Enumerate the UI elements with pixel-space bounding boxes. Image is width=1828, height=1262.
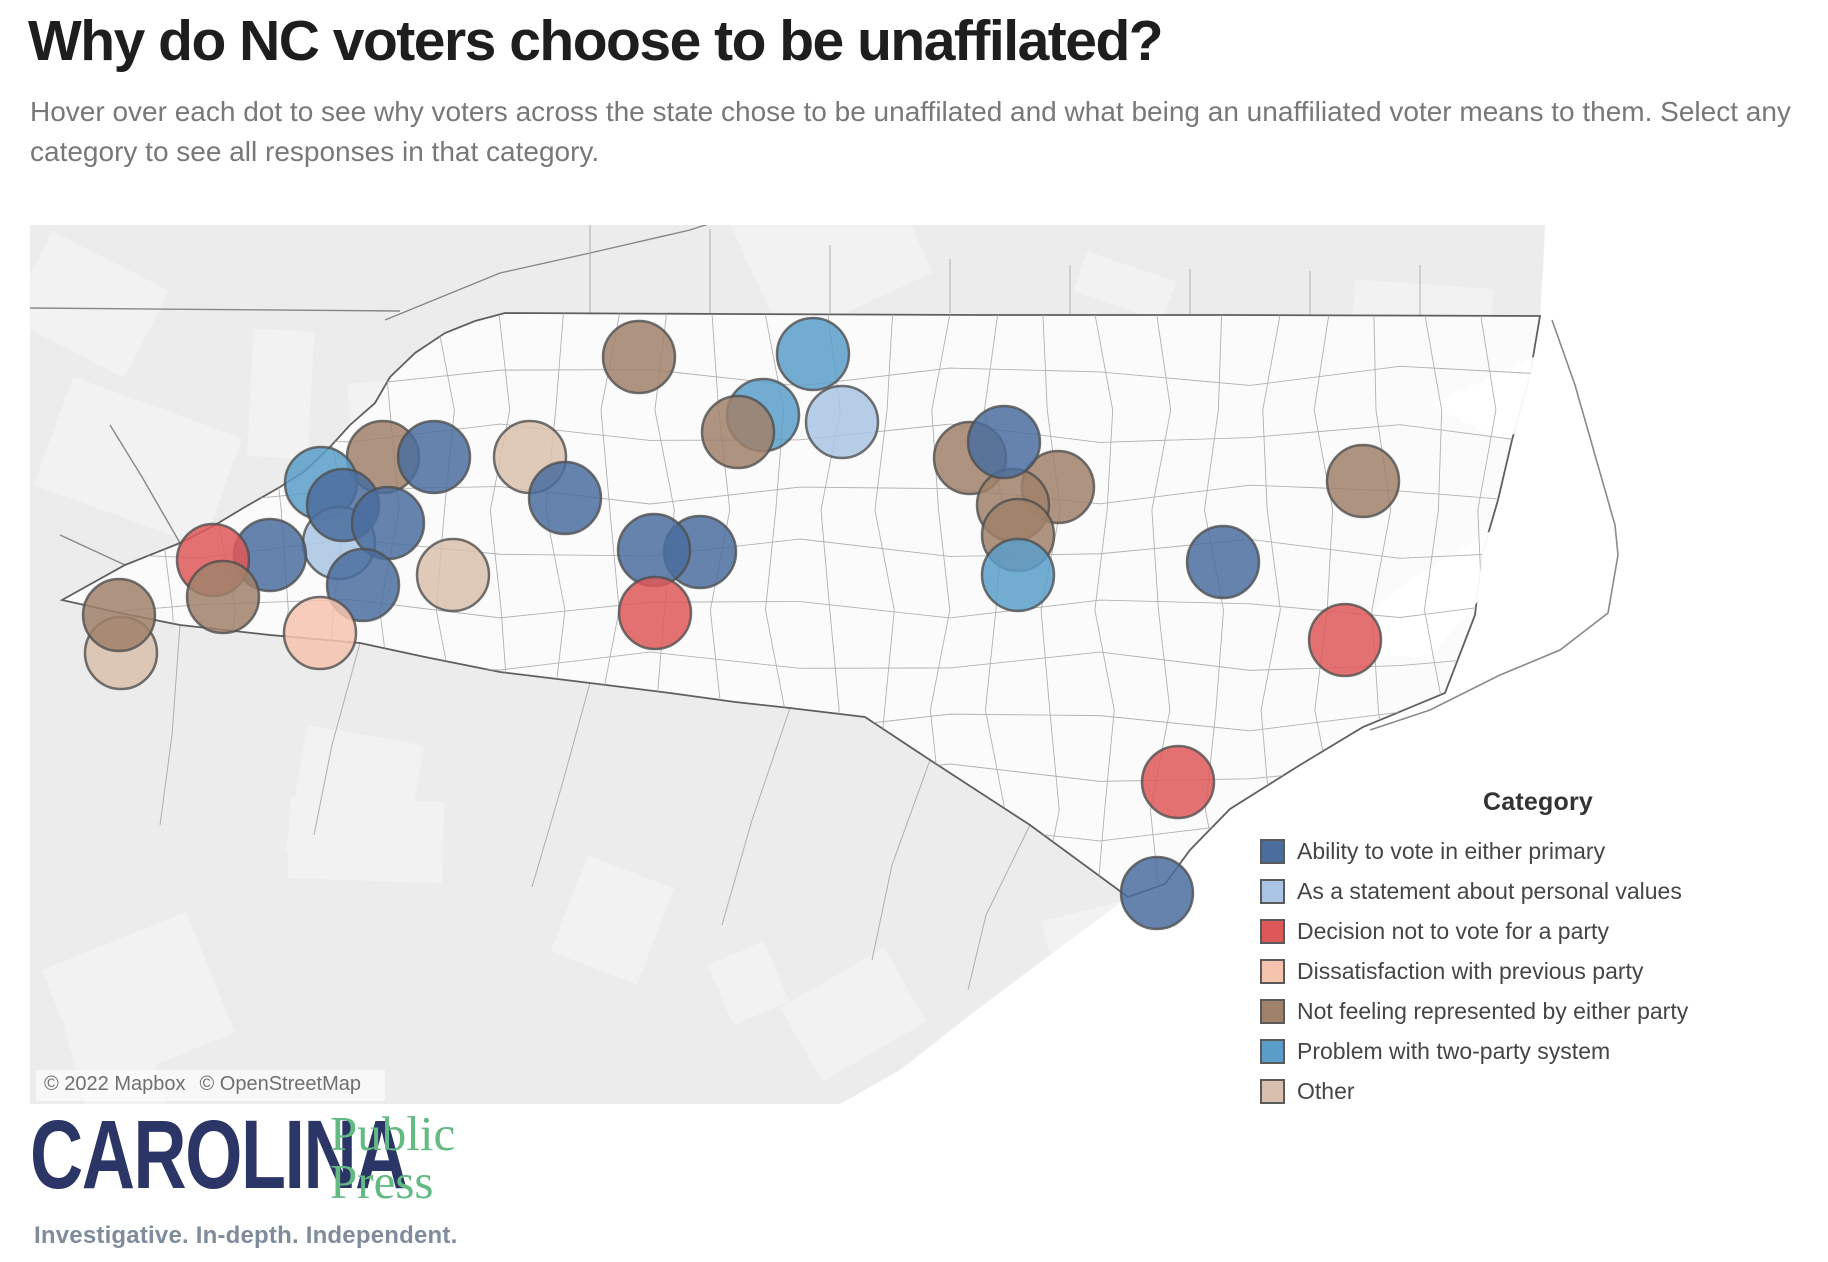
legend-item-other[interactable]: Other	[1248, 1071, 1828, 1111]
page-subtitle: Hover over each dot to see why voters ac…	[30, 96, 1791, 167]
map-dot-statement[interactable]	[804, 384, 880, 460]
legend-label: Not feeling represented by either party	[1297, 997, 1689, 1024]
legend-swatch-dissatisfaction	[1260, 958, 1285, 984]
map-dot-other[interactable]	[415, 537, 491, 613]
map-attribution: © 2022 Mapbox © OpenStreetMap	[36, 1070, 385, 1101]
legend-swatch-statement	[1260, 878, 1285, 904]
map-dot-decision[interactable]	[617, 575, 693, 651]
logo-secondary-text: Public Press	[330, 1106, 456, 1210]
legend-swatch-decision	[1260, 918, 1285, 944]
legend-swatch-two-party	[1260, 1038, 1285, 1064]
map-dot-two-party[interactable]	[980, 537, 1056, 613]
map-dot-dissatisfaction[interactable]	[282, 595, 358, 671]
map-dot-decision[interactable]	[1307, 602, 1383, 678]
map-dot-decision[interactable]	[1140, 744, 1216, 820]
map-dot-not-represented[interactable]	[81, 577, 157, 653]
logo-primary-text: CAROLINA	[30, 1100, 408, 1209]
legend-swatch-not-represented	[1260, 998, 1285, 1024]
neighbor-state-borders	[30, 225, 1421, 991]
map-dot-not-represented[interactable]	[185, 559, 261, 635]
mapbox-attribution-link[interactable]: © 2022 Mapbox	[44, 1073, 186, 1095]
legend-label: Decision not to vote for a party	[1297, 917, 1609, 944]
legend-item-not-represented[interactable]: Not feeling represented by either party	[1248, 991, 1828, 1031]
map-dot-not-represented[interactable]	[700, 394, 776, 470]
category-legend: Category Ability to vote in either prima…	[1248, 788, 1828, 1111]
legend-item-statement[interactable]: As a statement about personal values	[1248, 871, 1828, 911]
legend-item-dissatisfaction[interactable]: Dissatisfaction with previous party	[1248, 951, 1828, 991]
map-dot-ability[interactable]	[616, 512, 692, 588]
map-dot-not-represented[interactable]	[601, 319, 677, 395]
legend-label: As a statement about personal values	[1297, 877, 1682, 904]
legend-label: Ability to vote in either primary	[1297, 837, 1606, 864]
legend-item-two-party[interactable]: Problem with two-party system	[1248, 1031, 1828, 1071]
map-dot-ability[interactable]	[325, 547, 401, 623]
map-dot-ability[interactable]	[1185, 524, 1261, 600]
legend-title: Category	[1483, 788, 1593, 816]
map-dot-ability[interactable]	[966, 404, 1042, 480]
legend-swatch-other	[1260, 1078, 1285, 1104]
osm-attribution-link[interactable]: © OpenStreetMap	[199, 1073, 361, 1095]
logo-tagline: Investigative. In-depth. Independent.	[34, 1222, 458, 1249]
carolina-public-press-logo[interactable]: CAROLINA Public Press Investigative. In-…	[30, 1104, 550, 1262]
nc-map-canvas[interactable]	[30, 225, 1620, 1104]
legend-item-decision[interactable]: Decision not to vote for a party	[1248, 911, 1828, 951]
page-title: Why do NC voters choose to be unaffilate…	[28, 9, 1164, 73]
legend-label: Other	[1297, 1077, 1355, 1104]
legend-item-ability[interactable]: Ability to vote in either primary	[1248, 831, 1828, 871]
map-dot-ability[interactable]	[527, 460, 603, 536]
map-dot-ability[interactable]	[1119, 855, 1195, 931]
map-dot-not-represented[interactable]	[1325, 443, 1401, 519]
map-dot-ability[interactable]	[396, 419, 472, 495]
legend-label: Problem with two-party system	[1297, 1037, 1611, 1064]
legend-label: Dissatisfaction with previous party	[1297, 957, 1644, 984]
ocean	[840, 225, 1620, 1104]
map-dot-two-party[interactable]	[775, 316, 851, 392]
legend-swatch-ability	[1260, 838, 1285, 864]
outer-banks-coastline	[1369, 319, 1619, 731]
